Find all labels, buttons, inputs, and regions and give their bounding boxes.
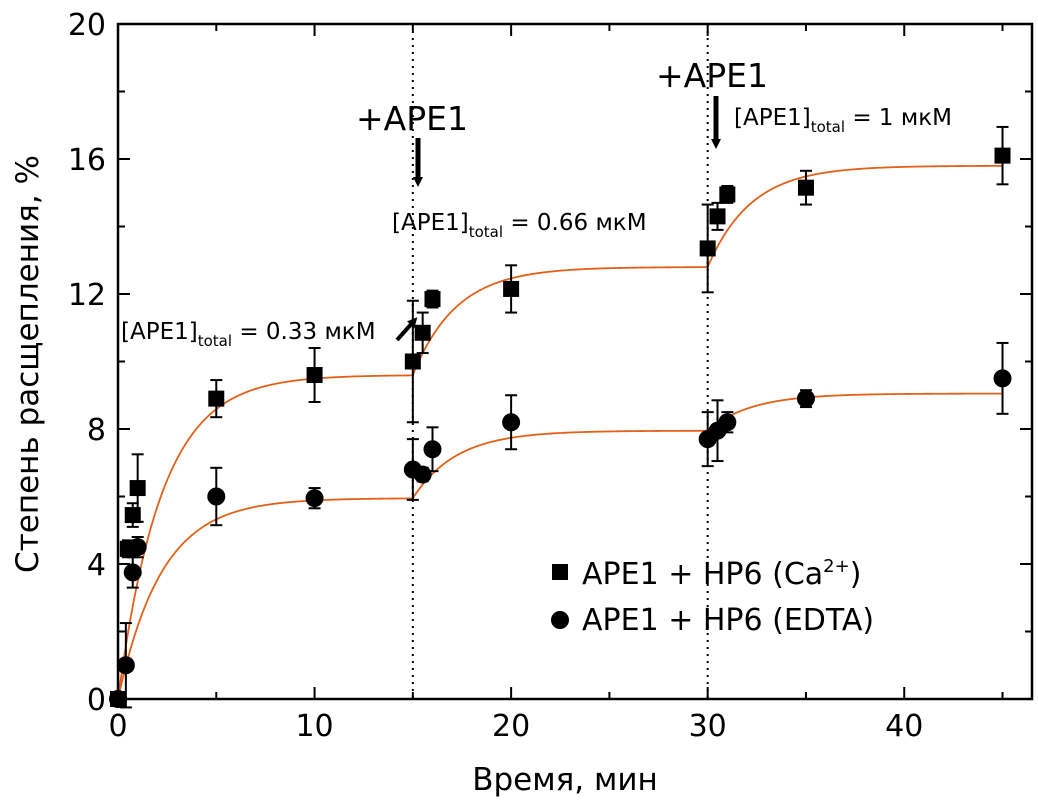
data-point-square: [424, 291, 441, 308]
data-point-circle: [718, 413, 737, 432]
ticks: 0 10 20 30 40 0 4 8 12 16 20: [68, 8, 1032, 744]
data-point-square: [709, 208, 726, 225]
annotation-add-ape1-first: +APE1: [356, 99, 468, 138]
fit-curves: [117, 164, 1003, 700]
data-point-circle: [993, 369, 1012, 388]
data-points: [109, 147, 1012, 708]
fit-curve: [117, 164, 1003, 700]
y-axis-title: Степень расщепления, %: [10, 155, 46, 573]
concentration-label-2: [APE1]total = 0.66 мкМ: [392, 210, 647, 241]
concentration-label-1: [APE1]total = 0.33 мкМ: [121, 319, 376, 350]
x-tick-label: 40: [885, 709, 923, 744]
x-tick-label: 30: [689, 709, 727, 744]
data-point-square: [719, 186, 736, 203]
data-point-circle: [502, 413, 521, 432]
legend-label-ca: APE1 + HP6 (Ca2+): [582, 556, 861, 592]
legend: APE1 + HP6 (Ca2+) APE1 + HP6 (EDTA): [551, 556, 874, 638]
y-tick-label: 4: [87, 548, 106, 583]
data-point-square: [124, 507, 141, 524]
y-tick-label: 12: [68, 278, 106, 313]
data-point-circle: [128, 538, 147, 557]
x-tick-label: 20: [492, 709, 530, 744]
fit-curve: [117, 392, 1003, 700]
x-tick-label: 0: [108, 709, 127, 744]
data-point-square: [129, 480, 146, 497]
legend-label-edta: APE1 + HP6 (EDTA): [582, 603, 874, 638]
data-point-square: [797, 179, 814, 196]
annotation-add-ape1-second: +APE1: [656, 56, 768, 95]
annotations: +APE1 +APE1 [APE1]total = 0.33 мкМ [APE1…: [121, 56, 952, 350]
y-tick-label: 8: [87, 413, 106, 448]
data-point-circle: [423, 440, 442, 459]
x-tick-label: 10: [295, 709, 333, 744]
x-axis-title: Время, мин: [472, 762, 658, 798]
y-tick-label: 20: [68, 8, 106, 43]
data-point-circle: [207, 487, 226, 506]
y-tick-label: 16: [68, 143, 106, 178]
y-tick-label: 0: [87, 683, 106, 718]
data-point-circle: [413, 465, 432, 484]
data-point-square: [503, 280, 520, 297]
concentration-label-3: [APE1]total = 1 мкМ: [734, 105, 952, 136]
data-point-circle: [116, 656, 135, 675]
data-point-square: [306, 367, 323, 383]
legend-circle-icon: [551, 611, 569, 629]
data-point-square: [404, 353, 421, 370]
data-point-square: [208, 390, 225, 407]
data-point-circle: [305, 489, 324, 508]
data-point-square: [414, 324, 431, 341]
arrow-conc-1-icon: [395, 317, 418, 342]
data-point-circle: [796, 389, 815, 408]
data-point-circle: [123, 563, 142, 582]
data-point-square: [699, 240, 716, 257]
legend-square-icon: [552, 564, 568, 580]
data-point-square: [994, 147, 1011, 164]
